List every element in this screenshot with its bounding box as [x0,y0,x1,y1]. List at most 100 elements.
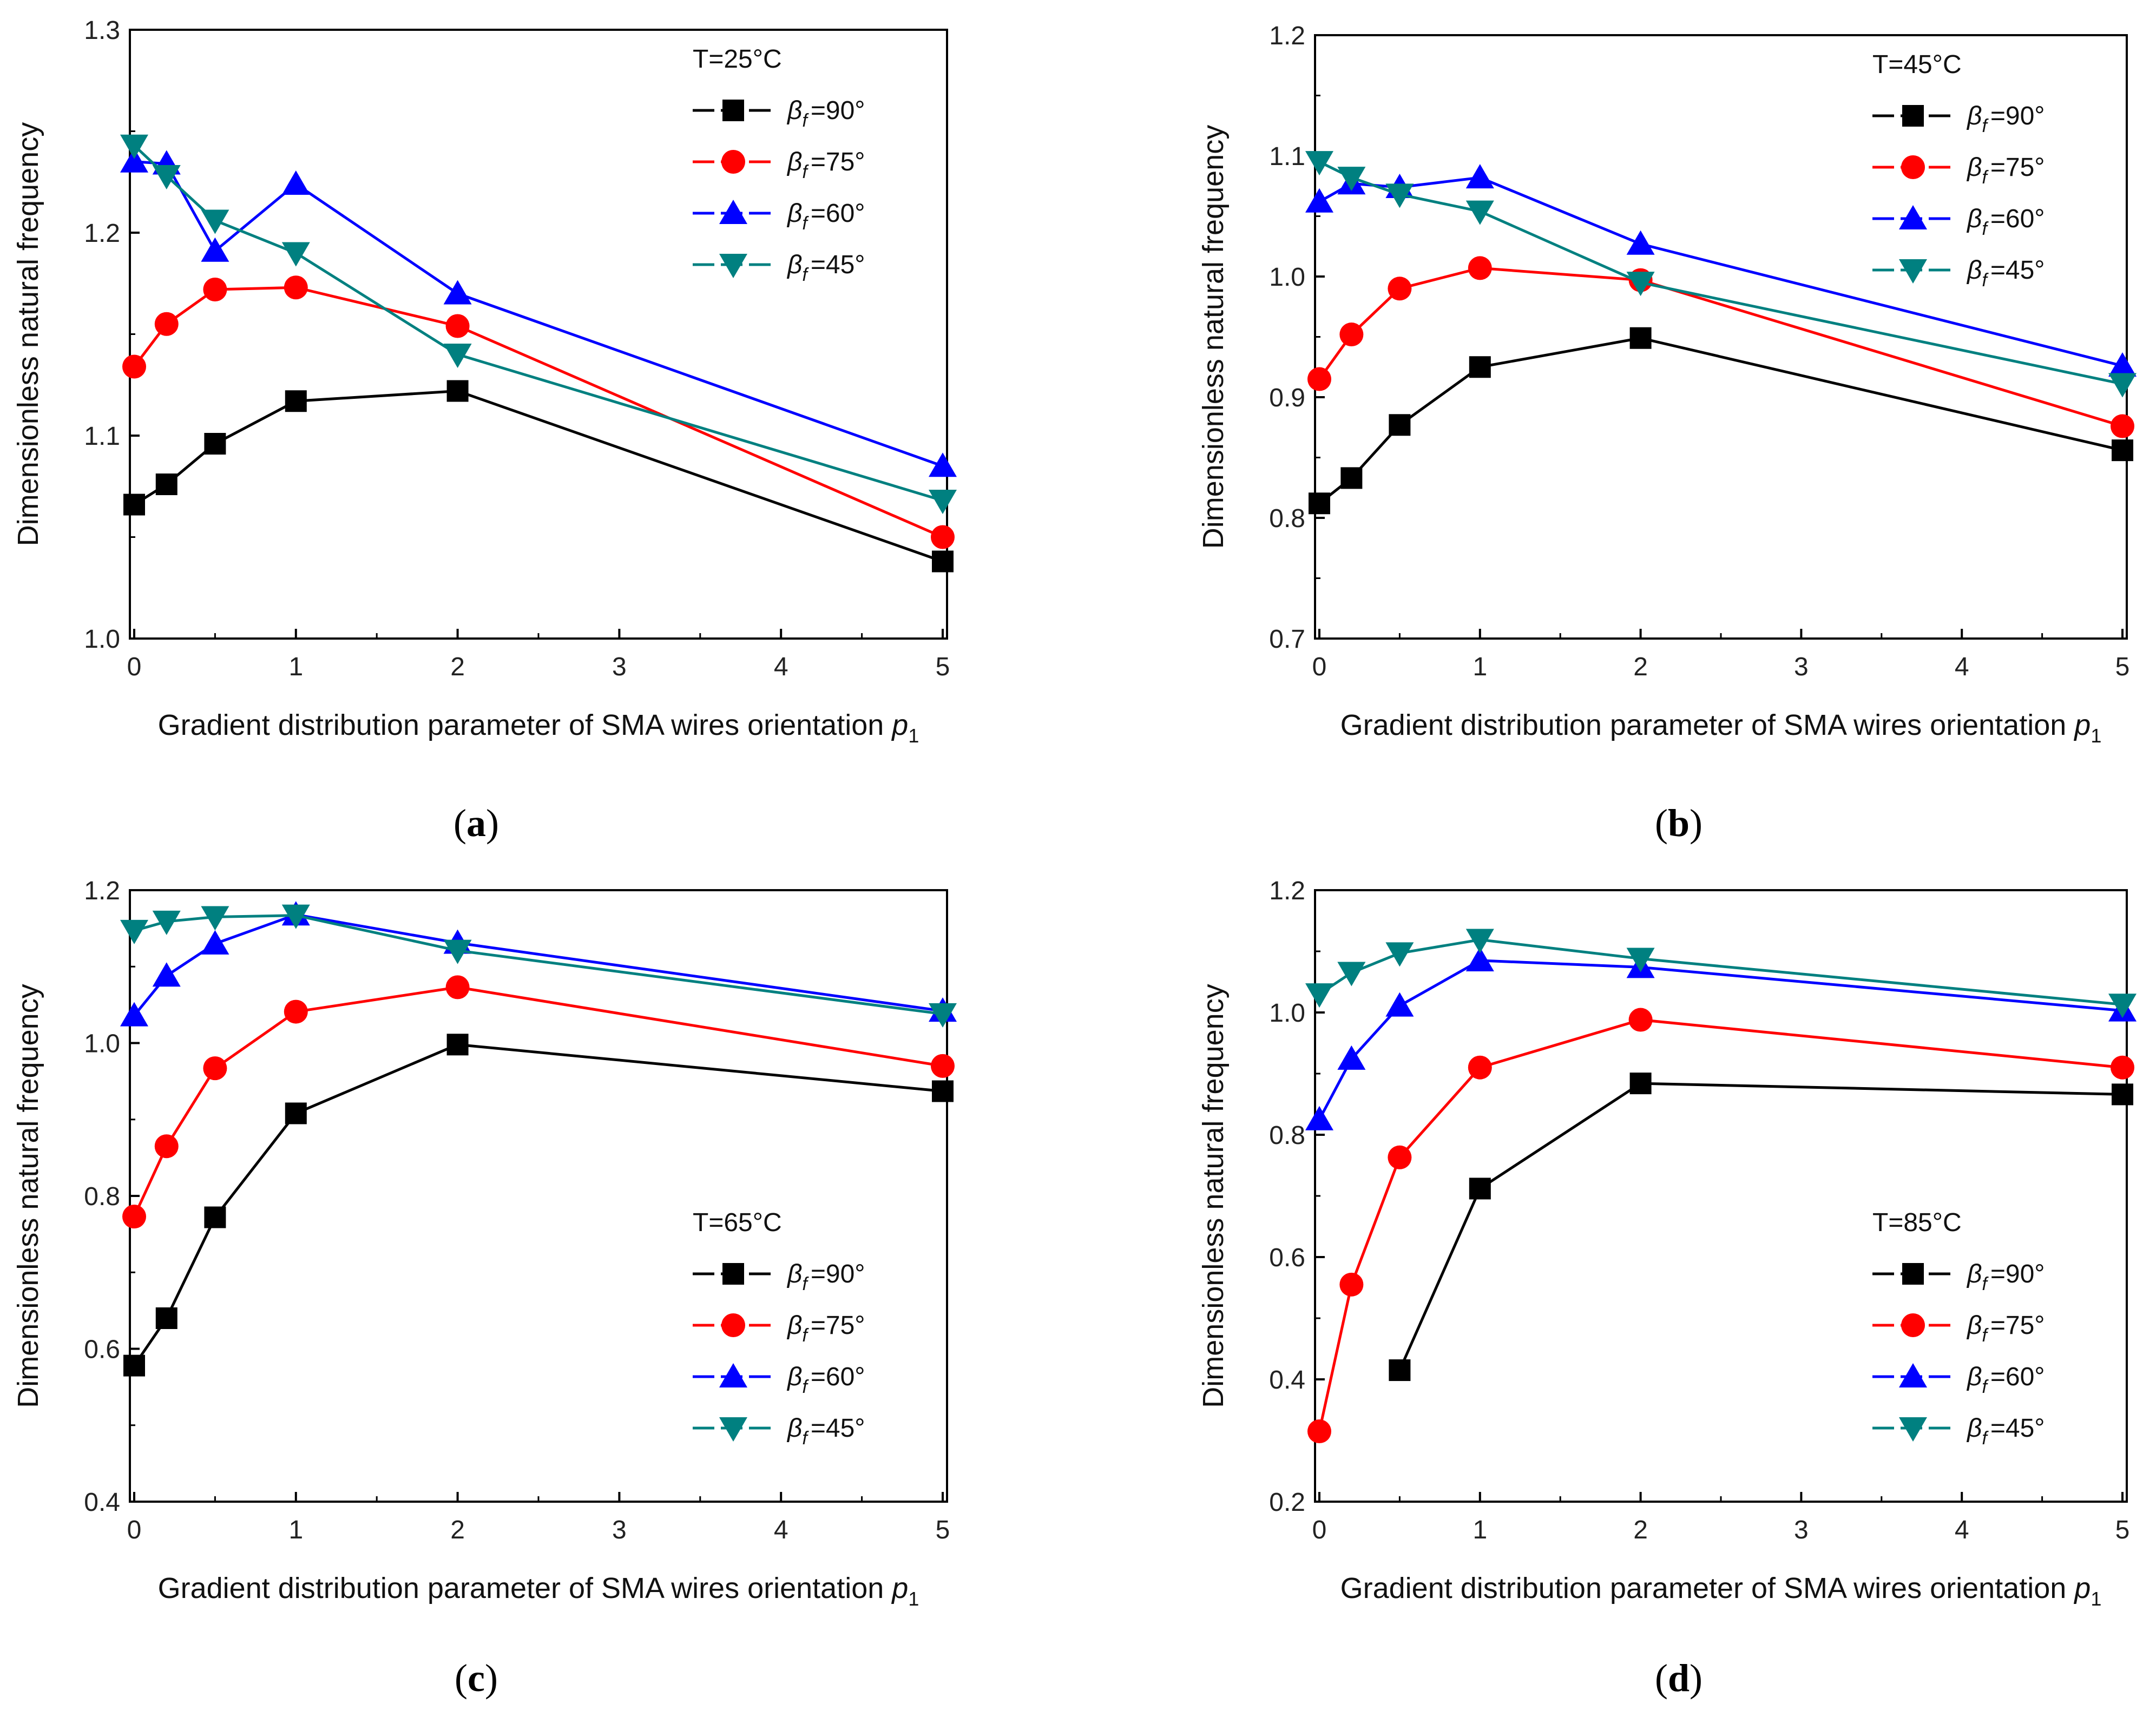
y-tick-label: 0.2 [1269,1488,1305,1517]
x-tick-label: 2 [1633,1516,1648,1544]
y-tick-label: 1.2 [1269,877,1305,905]
legend-label: βf =60° [1966,1363,2045,1397]
data-point [154,1134,179,1159]
legend-label: βf =90° [786,96,865,131]
data-point [201,930,229,955]
data-point [1626,230,1655,255]
series-circle [122,275,955,549]
data-point [201,906,229,931]
series-triangle-up [120,901,957,1027]
data-point [1337,1045,1366,1070]
data-point [1389,1359,1411,1382]
panel-label: (a) [453,801,499,845]
x-tick-label: 3 [1794,653,1809,681]
data-point [931,525,955,549]
data-point [123,1354,145,1377]
y-tick-label: 1.0 [84,1030,120,1058]
y-tick-label: 1.2 [84,877,120,905]
x-tick-label: 3 [612,653,627,681]
legend-marker [721,1313,745,1337]
series-triangle-down [1305,151,2137,398]
data-point [929,490,957,514]
legend: T=65°Cβf =90° βf =75° βf =60° βf =45° [693,1208,865,1449]
x-tick-label: 2 [450,1516,465,1544]
y-tick-label: 0.8 [1269,504,1305,533]
chart-panel-b: 0 1 2 3 4 5 0.7 0.8 0.9 1.0 1.1 1.2 Gradient distrib… [1197,22,2137,845]
data-point [120,148,148,173]
legend-label: βf =75° [786,1311,865,1346]
data-point [281,242,310,267]
legend-label: βf =75° [786,148,865,182]
series-circle [122,975,955,1229]
y-tick-label: 1.2 [84,219,120,248]
legend-title: T=85°C [1872,1208,1962,1237]
y-tick-label: 0.4 [84,1488,120,1517]
x-tick-label: 0 [127,653,142,681]
legend-marker [721,150,745,174]
x-tick-label: 3 [612,1516,627,1544]
y-tick-label: 1.2 [1269,22,1305,50]
legend-label: βf =45° [786,1414,865,1449]
x-axis-title: Gradient distribution parameter of SMA w… [158,1572,919,1610]
y-tick-label: 1.3 [84,16,120,45]
data-point [1628,1008,1653,1032]
data-point [929,1003,957,1028]
legend-label: βf =60° [786,199,865,234]
series-square [1309,327,2133,515]
x-tick-label: 5 [936,1516,950,1544]
legend-marker [722,1263,744,1285]
data-point [120,919,148,944]
data-point [285,390,307,412]
data-point [152,910,181,935]
y-tick-label: 0.8 [84,1182,120,1211]
x-tick-label: 1 [288,653,303,681]
y-tick-label: 1.0 [1269,999,1305,1028]
legend-label: βf =45° [1966,1414,2045,1449]
data-point [204,1206,226,1228]
y-tick-label: 1.1 [84,422,120,451]
series-line [1398,1082,2123,1371]
chart-panel-d: 0 1 2 3 4 5 0.2 0.4 0.6 0.8 1.0 1.2 Gradient distrib… [1197,877,2137,1700]
legend-marker [719,1363,747,1387]
x-tick-label: 5 [936,653,950,681]
plot-frame [1314,889,2128,1503]
data-point [929,452,957,477]
legend-marker [1901,155,1925,179]
data-point [1307,1419,1331,1444]
data-point [1626,948,1655,972]
legend-marker [719,200,747,224]
data-point [120,1002,148,1027]
data-point [1385,992,1414,1017]
x-tick-label: 2 [450,653,465,681]
y-axis-title: Dimensionless natural frequency [12,984,44,1408]
x-axis-title: Gradient distribution parameter of SMA w… [158,709,919,747]
y-axis-title: Dimensionless natural frequency [12,122,44,546]
legend-label: βf =75° [1966,1311,2045,1346]
data-point [204,433,226,455]
legend-marker [719,254,747,278]
y-tick-label: 1.1 [1269,142,1305,171]
data-point [2108,994,2137,1018]
legend-marker [1902,105,1924,127]
legend-title: T=45°C [1872,50,1962,79]
x-axis-title: Gradient distribution parameter of SMA w… [1340,1572,2102,1610]
legend-marker [1899,205,1927,229]
series-triangle-up [1305,946,2137,1130]
x-tick-label: 1 [288,1516,303,1544]
y-tick-label: 0.7 [1269,625,1305,654]
data-point [1309,492,1330,515]
x-tick-label: 1 [1473,653,1487,681]
legend-title: T=65°C [693,1208,782,1237]
data-point [1468,1055,1492,1080]
data-point [1389,414,1411,436]
y-tick-label: 0.6 [84,1336,120,1364]
data-point [445,314,470,338]
data-point [154,312,179,336]
data-point [2112,1083,2133,1106]
panel-label: (b) [1655,801,1703,845]
data-point [201,237,229,262]
y-tick-label: 0.9 [1269,384,1305,412]
legend-label: βf =90° [1966,1260,2045,1294]
data-point [446,1034,469,1056]
